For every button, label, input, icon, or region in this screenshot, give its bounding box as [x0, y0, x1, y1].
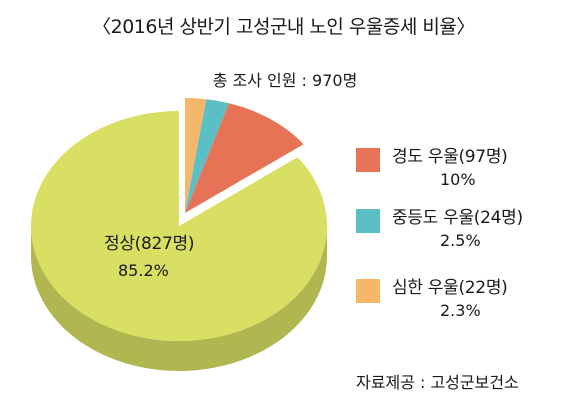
pie-pct-normal: 85.2%	[118, 261, 169, 280]
legend-pct-severe: 2.3%	[440, 301, 481, 320]
legend-pct-mild: 10%	[440, 170, 476, 189]
legend-swatch-moderate	[356, 209, 380, 233]
legend-swatch-severe	[356, 279, 380, 303]
pie-label-normal: 정상(827명)	[104, 234, 194, 254]
legend-label-moderate: 중등도 우울(24명)	[392, 203, 523, 228]
legend-label-severe: 심한 우울(22명)	[392, 273, 508, 298]
source-note: 자료제공 : 고성군보건소	[356, 369, 519, 393]
legend-swatch-mild	[356, 148, 380, 172]
legend-pct-moderate: 2.5%	[440, 231, 481, 250]
pie-tops	[31, 98, 327, 341]
legend-label-mild: 경도 우울(97명)	[392, 142, 508, 167]
